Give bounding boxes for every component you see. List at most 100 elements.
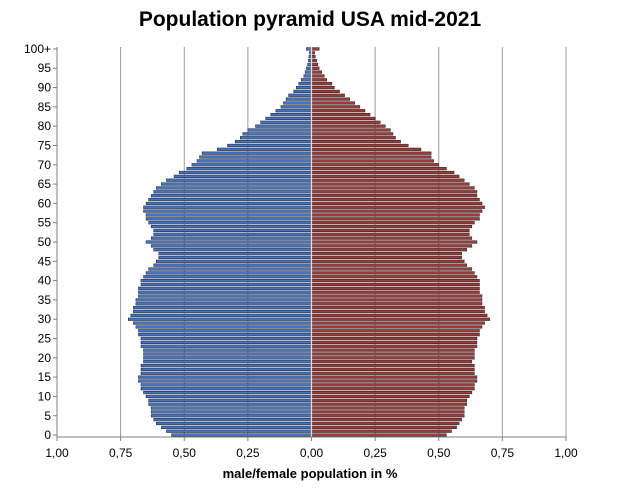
bar-male [301, 78, 312, 82]
bar-male [288, 93, 312, 97]
bar-female [311, 97, 350, 101]
bar-female [311, 236, 473, 240]
bar-male [150, 236, 312, 240]
bar-male [145, 271, 312, 275]
bar-male [227, 143, 312, 148]
x-tick-label: 0,75 [491, 446, 515, 460]
bar-male [156, 421, 312, 426]
bar-male [148, 267, 312, 271]
axis-layer [53, 47, 567, 441]
bar-male [298, 82, 312, 86]
bar-male [140, 282, 312, 287]
bar-female [311, 286, 480, 290]
bar-male [196, 159, 312, 163]
x-tick-label: 0,00 [300, 446, 324, 460]
bar-female [311, 170, 455, 175]
bar-female [311, 290, 480, 294]
y-tick-label: 35 [38, 293, 52, 307]
bar-male [303, 74, 312, 78]
y-tick-label: 70 [38, 158, 52, 172]
bar-female [311, 136, 396, 140]
bar-female [311, 74, 325, 78]
bar-female [311, 433, 447, 437]
bars-layer [128, 47, 490, 437]
bar-male [153, 263, 312, 267]
bar-male [138, 329, 312, 333]
bar-male [143, 348, 312, 352]
bar-female [311, 275, 478, 279]
bar-female [311, 155, 432, 159]
bar-male [143, 275, 312, 279]
bar-male [150, 224, 312, 229]
bar-female [311, 197, 480, 202]
bar-female [311, 336, 478, 341]
bar-male [140, 363, 312, 368]
bar-female [311, 321, 485, 325]
bar-female [311, 101, 356, 105]
y-tick-label: 0 [44, 428, 51, 442]
y-tick-label: 95 [38, 61, 52, 75]
x-tick-label: 0,50 [427, 446, 451, 460]
bar-male [140, 344, 312, 348]
bar-female [311, 425, 457, 429]
chart-title: Population pyramid USA mid-2021 [138, 8, 482, 31]
bar-male [306, 66, 312, 70]
y-tick-label: 25 [38, 332, 52, 346]
bar-male [140, 336, 312, 341]
bar-female [311, 371, 475, 375]
bar-male [140, 383, 312, 387]
bar-male [275, 109, 312, 113]
bar-male [191, 163, 312, 167]
bar-female [311, 244, 473, 248]
bar-female [311, 302, 483, 306]
bar-female [311, 151, 432, 155]
bar-female [311, 410, 465, 414]
bar-male [153, 228, 312, 232]
bar-female [311, 282, 480, 287]
bar-female [311, 379, 478, 383]
y-tick-label: 15 [38, 370, 52, 384]
bar-male [242, 132, 312, 136]
bar-male [295, 85, 312, 90]
bar-female [311, 414, 465, 418]
bar-female [311, 116, 376, 121]
bar-female [311, 62, 319, 66]
bar-female [311, 360, 473, 364]
bar-male [133, 321, 312, 325]
bar-female [311, 228, 470, 232]
bar-male [247, 128, 312, 132]
bar-female [311, 205, 485, 209]
bar-female [311, 313, 488, 317]
bar-male [143, 205, 312, 209]
bar-female [311, 82, 333, 86]
ticks-layer: 1,00 0,75 0,50 0,25 0,00 0,25 0,50 0,75 1,00 0 5 10… [24, 42, 578, 460]
bar-female [311, 89, 340, 93]
bar-female [311, 367, 475, 372]
bar-male [140, 387, 312, 391]
bar-female [311, 221, 475, 225]
bar-male [156, 259, 312, 263]
bar-female [311, 252, 462, 256]
bar-female [311, 124, 386, 128]
bar-male [153, 190, 312, 194]
bar-male [138, 375, 312, 379]
bar-female [311, 70, 322, 74]
bar-male [304, 70, 312, 74]
bar-female [311, 112, 371, 117]
bar-male [161, 182, 312, 186]
bar-male [148, 221, 312, 225]
bar-female [311, 174, 460, 178]
bar-female [311, 317, 490, 321]
x-axis-label: male/female population in % [222, 466, 398, 481]
y-tick-label: 45 [38, 254, 52, 268]
bar-male [199, 155, 312, 159]
bar-female [311, 143, 409, 148]
bar-female [311, 109, 366, 113]
bar-female [311, 255, 462, 260]
bar-female [311, 383, 475, 387]
bar-male [171, 433, 312, 437]
bar-female [311, 147, 422, 151]
bar-female [311, 232, 470, 236]
bar-female [311, 224, 473, 229]
